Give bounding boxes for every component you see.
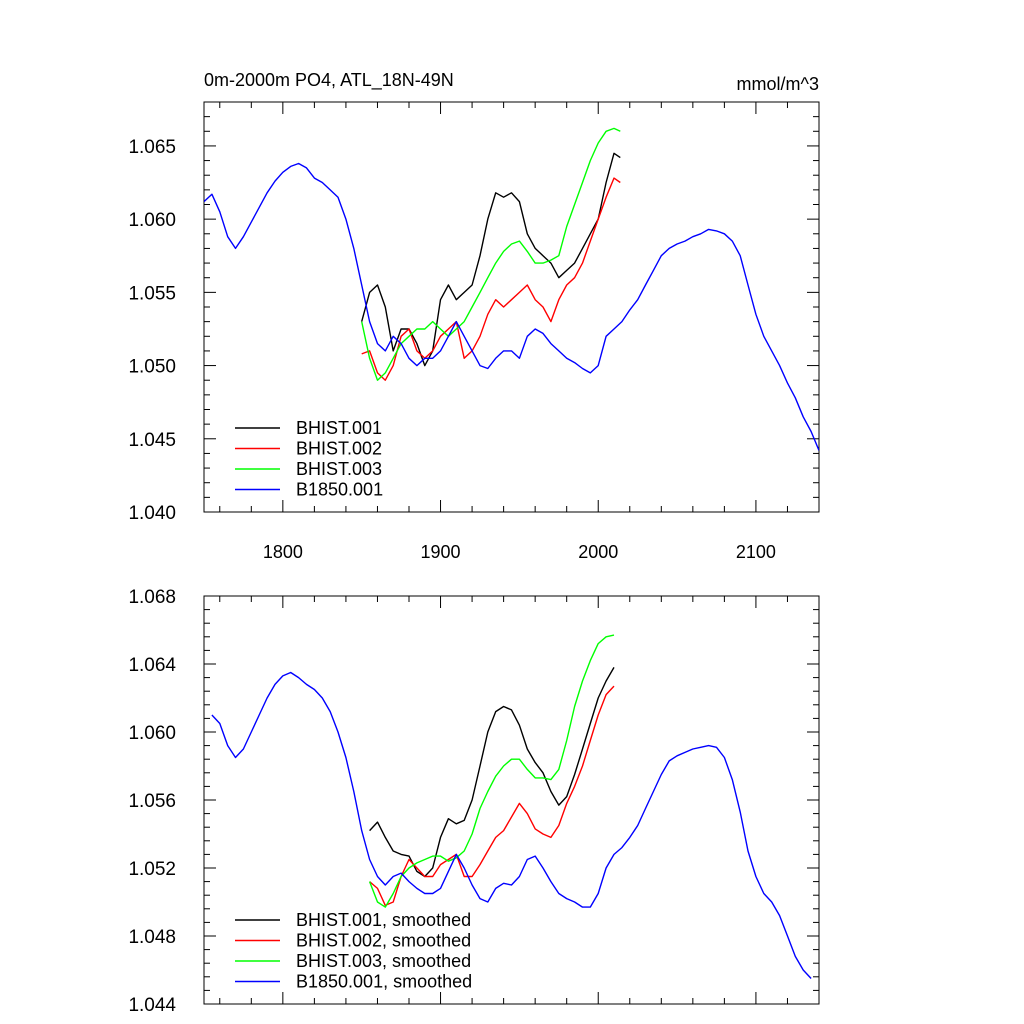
legend-label: B1850.001 [296,480,383,500]
x-tick-label: 1900 [421,542,461,562]
y-tick-label: 1.056 [128,791,176,812]
chart-title: 0m-2000m PO4, ATL_18N-49N [204,70,454,91]
y-tick-label: 1.060 [128,210,176,231]
legend-label: BHIST.002 [296,439,382,459]
series-line-b1850-001-smoothed [211,671,812,979]
series-line-bhist-003-smoothed [368,634,615,908]
x-tick-label: 2000 [578,542,618,562]
legend-label: BHIST.003, smoothed [296,951,471,971]
y-tick-label: 1.050 [128,357,176,378]
series-line-bhist-003 [361,127,621,381]
series-line-bhist-002 [361,177,621,381]
legend-label: BHIST.001 [296,418,382,438]
chart-units: mmol/m^3 [737,74,819,94]
series-line-b1850-001 [204,162,819,451]
legend-label: BHIST.003 [296,459,382,479]
series-line-bhist-001-smoothed [369,667,615,878]
y-tick-label: 1.068 [128,587,176,608]
y-tick-label: 1.055 [128,283,176,304]
series-group [204,127,819,451]
series-line-bhist-002-smoothed [369,685,615,907]
x-tick-label: 2100 [736,542,776,562]
legend-label: BHIST.001, smoothed [296,910,471,930]
y-tick-label: 1.045 [128,430,176,451]
panel-1: 1800 1900 2000 2100 1.040 1.045 1.050 1.055 1.06… [128,70,820,562]
y-tick-label: 1.040 [128,503,176,524]
y-tick-label: 1.044 [128,995,176,1016]
panel-2: 1.044 1.048 1.052 1.056 1.060 1.064 1.068 BHIST… [128,587,820,1016]
y-tick-label: 1.048 [128,927,176,948]
series-group [211,634,812,979]
legend-label: BHIST.002, smoothed [296,931,471,951]
y-tick-label: 1.052 [128,859,176,880]
legend-label: B1850.001, smoothed [296,972,472,992]
series-line-bhist-001 [361,152,621,367]
y-tick-label: 1.060 [128,723,176,744]
y-tick-label: 1.065 [128,137,176,158]
x-tick-label: 1800 [263,542,303,562]
y-tick-label: 1.064 [128,655,176,676]
